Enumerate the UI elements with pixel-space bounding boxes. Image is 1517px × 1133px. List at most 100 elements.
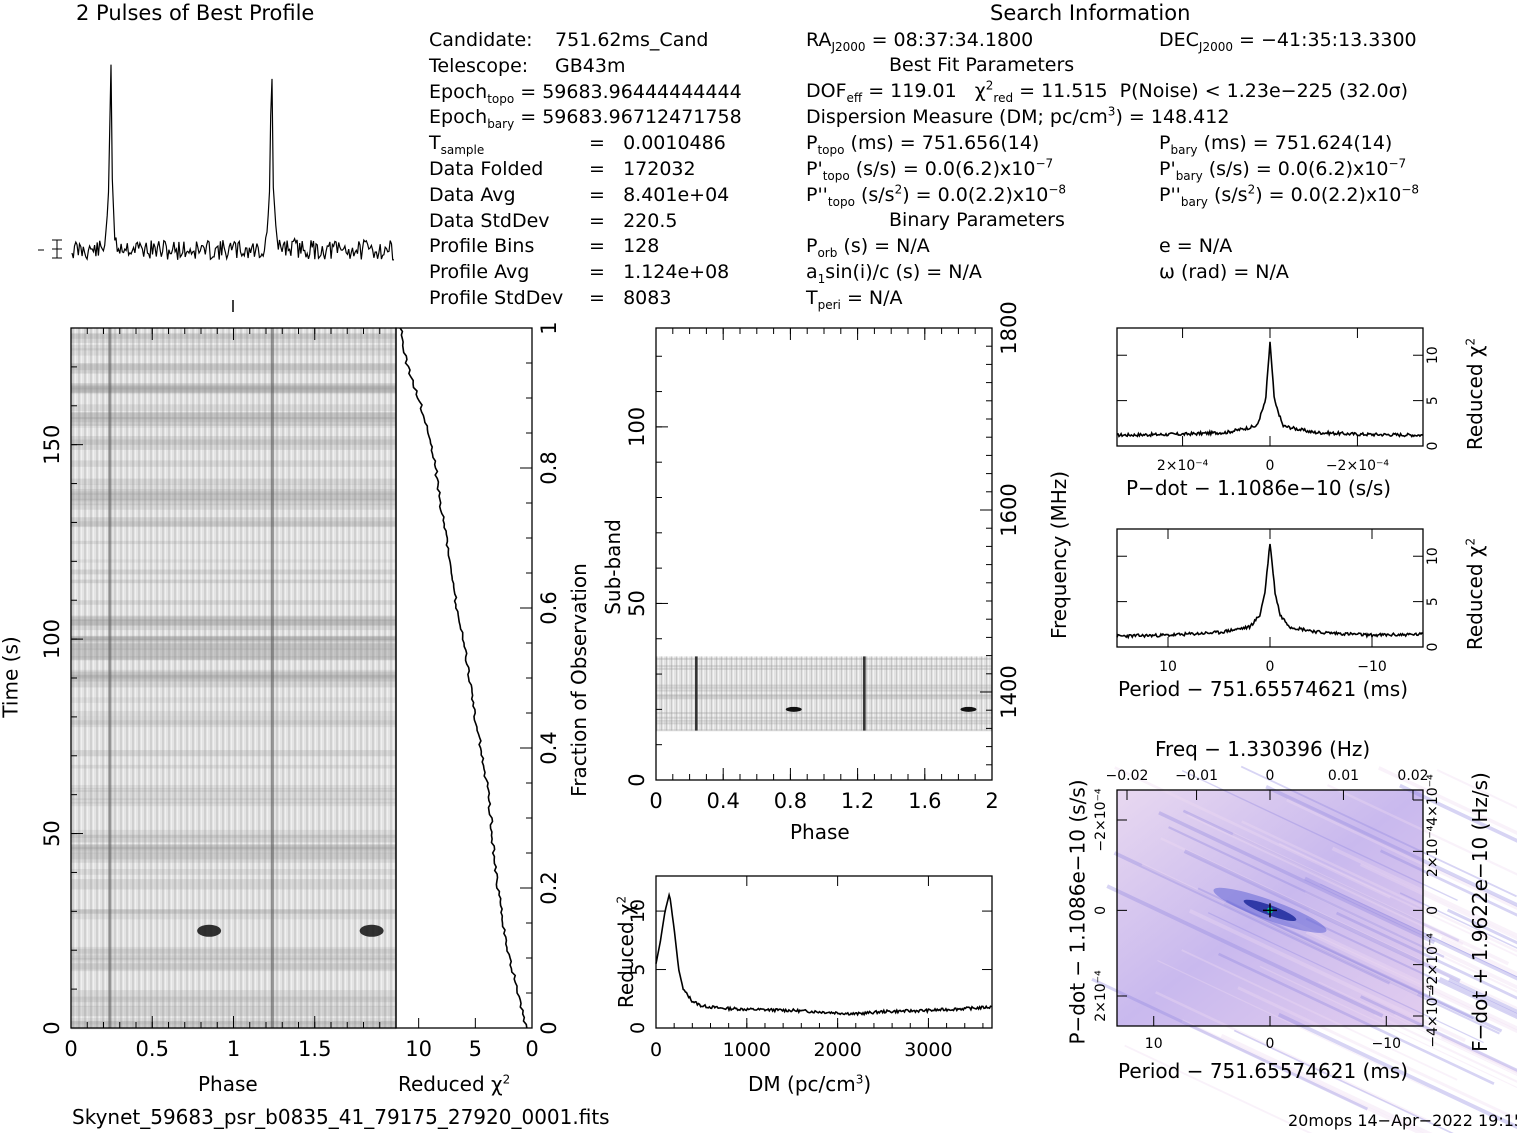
ppd-streak	[1259, 965, 1517, 1089]
ppd-x2tick-label: −0.01	[1175, 768, 1218, 784]
sb-ytick-label: 50	[625, 590, 649, 617]
pdot-bary-exp: −7	[1388, 156, 1407, 171]
ppd-streak	[1188, 909, 1466, 1043]
period-xlabel: Period − 751.65574621 (ms)	[1118, 677, 1409, 701]
ppd-y2tick-label: 2×10⁻⁴	[1425, 825, 1441, 877]
tp-noise-band	[71, 750, 396, 757]
tp-noise-band	[71, 788, 396, 792]
sb-hotspot	[785, 706, 802, 712]
sb-ytick-label: 0	[625, 773, 649, 786]
ppd-streak	[1182, 809, 1460, 942]
tp-noise-band	[71, 673, 396, 678]
tp-noise-band	[71, 478, 396, 485]
tp-noise-band	[71, 412, 396, 423]
dm-xtick-label: 1000	[723, 1039, 771, 1061]
dof-value: = 119.01	[868, 80, 957, 102]
tp-noise-band	[71, 619, 396, 631]
chi-ytick-label: 1	[537, 321, 561, 334]
tperi-line: Tperi = N/A	[806, 287, 903, 312]
ppd-x2tick-label: 0.01	[1328, 768, 1359, 784]
tp-noise-band	[71, 958, 396, 962]
ppd-y2tick-label: −2×10⁻⁴	[1425, 933, 1441, 997]
timestamp: 20mops 14−Apr−2022 19:15	[1288, 1111, 1517, 1130]
info-value: = 8.401e+04	[583, 183, 730, 206]
ppd-streak	[1217, 952, 1495, 1085]
sb-hotspot	[960, 706, 977, 712]
tp-noise-band	[71, 1005, 396, 1017]
pdot-xlabel: P−dot − 1.1086e−10 (s/s)	[1126, 476, 1392, 500]
tp-noise-band	[71, 847, 396, 854]
ptopo-line: Ptopo (ms) = 751.656(14)	[806, 132, 1040, 157]
ppd-streak	[1197, 887, 1474, 1020]
ppd-streak	[1240, 765, 1517, 898]
tperi-value: = N/A	[846, 287, 903, 309]
info-key: Profile Avg	[429, 261, 530, 284]
tp-noise-band	[71, 385, 396, 389]
tp-noise-band	[71, 999, 396, 1007]
tp-noise-band	[71, 764, 396, 769]
ppd-streak	[1394, 1012, 1517, 1074]
info-row: Tsample = 0.0010486	[429, 132, 726, 156]
tp-noise-band	[71, 489, 396, 495]
tp-noise-band	[71, 790, 396, 801]
ppd-streak	[1277, 1012, 1517, 1130]
ppd-streak	[1305, 917, 1517, 1020]
info-key: Candidate:	[429, 29, 533, 51]
chi-xtick-label: 5	[469, 1037, 482, 1061]
chi-xtick-label: 0	[525, 1037, 538, 1061]
a1sini-line: a1sin(i)/c (s) = N/A	[806, 261, 982, 286]
pddot-topo-line: P''topo (s/s2) = 0.0(2.2)x10−8	[806, 182, 1067, 209]
tp-hotspot	[197, 924, 222, 937]
tp-noise-band	[71, 909, 396, 920]
ppd-xtick-label: −10	[1372, 1036, 1402, 1052]
info-value: = 8083	[583, 287, 672, 309]
tp-noise-band	[71, 962, 396, 970]
ppd-streak	[1186, 812, 1464, 946]
pnoise-value: P(Noise) < 1.23e−225 (32.0σ)	[1119, 80, 1409, 102]
a1sini-value: sin(i)/c (s) = N/A	[825, 261, 982, 283]
info-key-sub: topo	[487, 91, 515, 106]
ppd-x2tick-label: −0.02	[1106, 768, 1149, 784]
tp-noise-band	[71, 616, 396, 626]
ppd-ytick-label: −2×10⁻⁴	[1093, 788, 1109, 852]
pddot-topo-exp: −8	[1048, 182, 1067, 197]
tp-noise-band	[71, 490, 396, 500]
ppd-y2tick-label: 0	[1425, 906, 1441, 915]
ppd-streak	[1265, 784, 1517, 907]
tp-xtick-label: 0	[64, 1037, 77, 1061]
tp-noise-band	[71, 948, 396, 960]
tp-noise-band	[71, 579, 396, 584]
sb-noise-band	[656, 722, 992, 725]
chi-ytick-label: 0.8	[537, 451, 561, 484]
pdot-panel: 2×10⁻⁴ 0 −2×10⁻⁴ 0 5 10	[1116, 327, 1441, 474]
chi-series-line	[399, 327, 528, 1029]
dm-xtick-label: 2000	[813, 1039, 861, 1061]
dm-series-line	[655, 891, 992, 1017]
tp-noise-band	[71, 829, 396, 838]
tp-noise-band	[71, 636, 396, 641]
info-value: GB43m	[549, 54, 626, 77]
freq-ylabel: Frequency (MHz)	[1047, 470, 1072, 640]
ppd-xlabel: Period − 751.65574621 (ms)	[1118, 1059, 1409, 1083]
ppd-streak	[1305, 930, 1517, 1034]
dm-ytick-label: 10	[627, 899, 649, 923]
tp-noise-band	[71, 423, 396, 428]
ppd-streak	[1220, 1033, 1433, 1133]
tp-noise-band	[71, 344, 396, 351]
ppd-streak	[1326, 783, 1517, 876]
info-row: Data StdDev = 220.5	[429, 210, 677, 232]
sb-heatmap	[656, 656, 992, 731]
ppd-streak	[1320, 883, 1517, 978]
ppd-streak	[1399, 892, 1517, 949]
pddot-bary-exp: −8	[1401, 182, 1420, 197]
per-xtick-label: 0	[1266, 659, 1275, 675]
period-pdot-panel: 10 0 −10 −0.02 −0.01 0 0.01 0.02 −2×10⁻⁴ 0 2×10⁻⁴ −…	[1091, 765, 1517, 1133]
ppd-streak	[1158, 811, 1436, 945]
pdot-topo-exp: −7	[1035, 156, 1054, 171]
chi-red-value: = 11.515	[1019, 80, 1108, 102]
tp-noise-band	[71, 648, 396, 660]
tp-noise-band	[71, 801, 396, 807]
tp-noise-band	[71, 996, 396, 1003]
ppd-x2tick-label: 0.02	[1397, 768, 1428, 784]
